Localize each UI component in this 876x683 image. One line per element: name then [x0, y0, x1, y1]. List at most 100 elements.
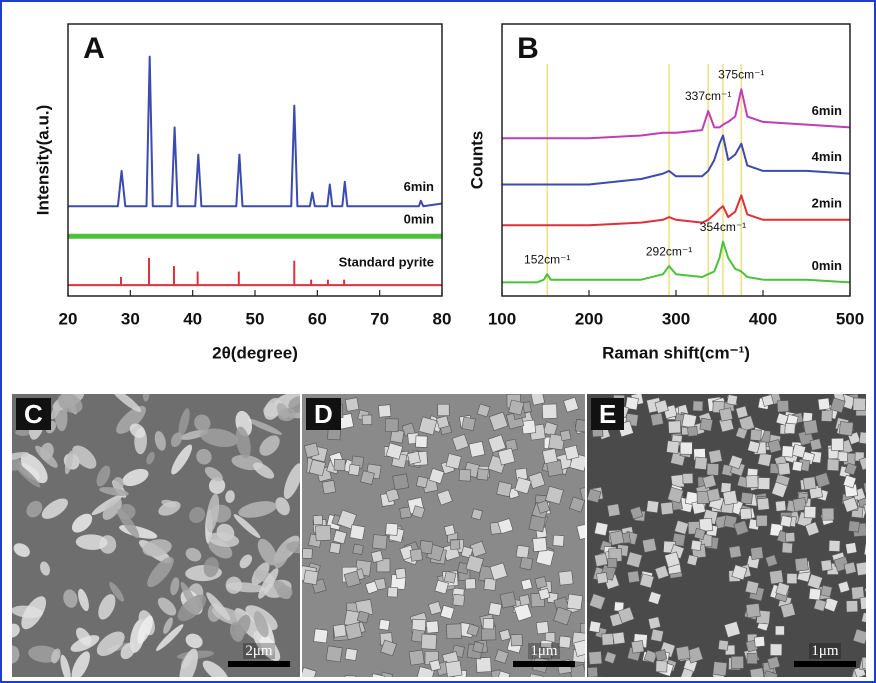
x-tick-label: 20 [59, 309, 78, 328]
sem-cube [694, 528, 705, 539]
sem-cube [723, 490, 738, 505]
series-label: 2min [812, 195, 842, 210]
sem-cube [691, 540, 701, 550]
sem-cube [588, 667, 598, 677]
sem-cube [741, 492, 753, 504]
sem-cube [596, 572, 607, 583]
sem-cube [429, 660, 440, 671]
scale-bar: 2μm [228, 643, 290, 667]
series-label: 4min [812, 149, 842, 164]
sem-cube [777, 400, 789, 412]
sem-cube [661, 502, 674, 515]
sem-image: E 1μm [587, 394, 866, 677]
sem-cube [462, 417, 476, 431]
series-label: Standard pyrite [339, 255, 434, 270]
sem-cube [709, 450, 723, 464]
x-tick-label: 400 [749, 309, 777, 328]
sem-cube [564, 445, 579, 460]
sem-cube [656, 661, 667, 672]
sem-cube [666, 441, 679, 454]
sem-cube [719, 408, 732, 421]
sem-cube [687, 555, 698, 566]
sem-cube [450, 540, 460, 550]
sem-cube [736, 406, 748, 418]
sem-image: C 2μm [12, 394, 300, 677]
sem-cube [695, 457, 708, 470]
x-tick-label: 70 [370, 309, 389, 328]
data-line [502, 89, 850, 138]
scale-bar: 1μm [513, 643, 575, 667]
sem-cube [729, 546, 741, 558]
sem-cube [345, 648, 357, 660]
sem-cube [818, 398, 830, 410]
sem-cube [707, 488, 720, 501]
x-axis-label: Raman shift(cm⁻¹) [602, 343, 750, 362]
sem-cube [353, 544, 364, 555]
panel-label: D [306, 398, 341, 430]
sem-cube [589, 621, 601, 633]
sem-cube [589, 651, 602, 664]
sem-cube [421, 634, 437, 650]
sem-cube [682, 414, 697, 429]
sem-cube [803, 420, 818, 435]
sem-cube [444, 525, 455, 536]
sem-cube [827, 459, 839, 471]
sem-cube [349, 464, 360, 475]
sem-cube [655, 649, 667, 661]
sem-cube [519, 595, 530, 606]
sem-cube [803, 477, 816, 490]
sem-cube [787, 573, 797, 583]
sem-cube [668, 421, 681, 434]
sem-cube [853, 398, 866, 411]
sem-cube [745, 581, 759, 595]
sem-texture [302, 394, 585, 677]
sem-cube [304, 443, 319, 458]
sem-cube [379, 619, 390, 630]
x-tick-label: 80 [433, 309, 452, 328]
sem-cube [393, 474, 409, 490]
sem-cube [795, 558, 809, 572]
sem-cube [330, 542, 341, 553]
sem-cube [642, 538, 656, 552]
x-tick-label: 300 [662, 309, 690, 328]
sem-cube [575, 419, 585, 432]
figure: 6min0minStandard pyrite20304050607080A2θ… [0, 0, 876, 683]
sem-cube [713, 662, 727, 676]
x-axis-label: 2θ(degree) [212, 343, 298, 362]
sem-cube [809, 588, 821, 600]
sem-cube [846, 601, 858, 613]
sem-cube [509, 400, 524, 415]
sem-cube [731, 656, 743, 668]
sem-cube [567, 594, 583, 610]
sem-cube [648, 617, 660, 629]
sem-cube [345, 622, 362, 639]
sem-cube [844, 562, 856, 574]
sem-cube [680, 442, 692, 454]
sem-cube [756, 515, 767, 526]
sem-cube [780, 515, 792, 527]
sem-flake [226, 577, 242, 594]
sem-cube [371, 551, 383, 563]
sem-texture [12, 394, 300, 677]
sem-cube [309, 460, 325, 476]
sem-cube [322, 480, 336, 494]
sem-cube [350, 525, 365, 540]
sem-cube [747, 653, 758, 664]
sem-cube [785, 423, 796, 434]
sem-cube [845, 542, 856, 553]
sem-cube [386, 523, 398, 535]
sem-cube [770, 644, 782, 656]
sem-cube [700, 418, 713, 431]
sem-cube [471, 509, 482, 520]
sem-cube [542, 449, 557, 464]
sem-cube [315, 525, 330, 540]
sem-cube [676, 646, 690, 660]
sem-cube [372, 535, 387, 550]
x-tick-label: 60 [308, 309, 327, 328]
sem-cube [754, 636, 765, 647]
x-tick-label: 50 [246, 309, 265, 328]
sem-cube [822, 508, 834, 520]
peak-label: 375cm⁻¹ [718, 67, 764, 81]
sem-cube [782, 446, 794, 458]
sem-cube [782, 543, 793, 554]
